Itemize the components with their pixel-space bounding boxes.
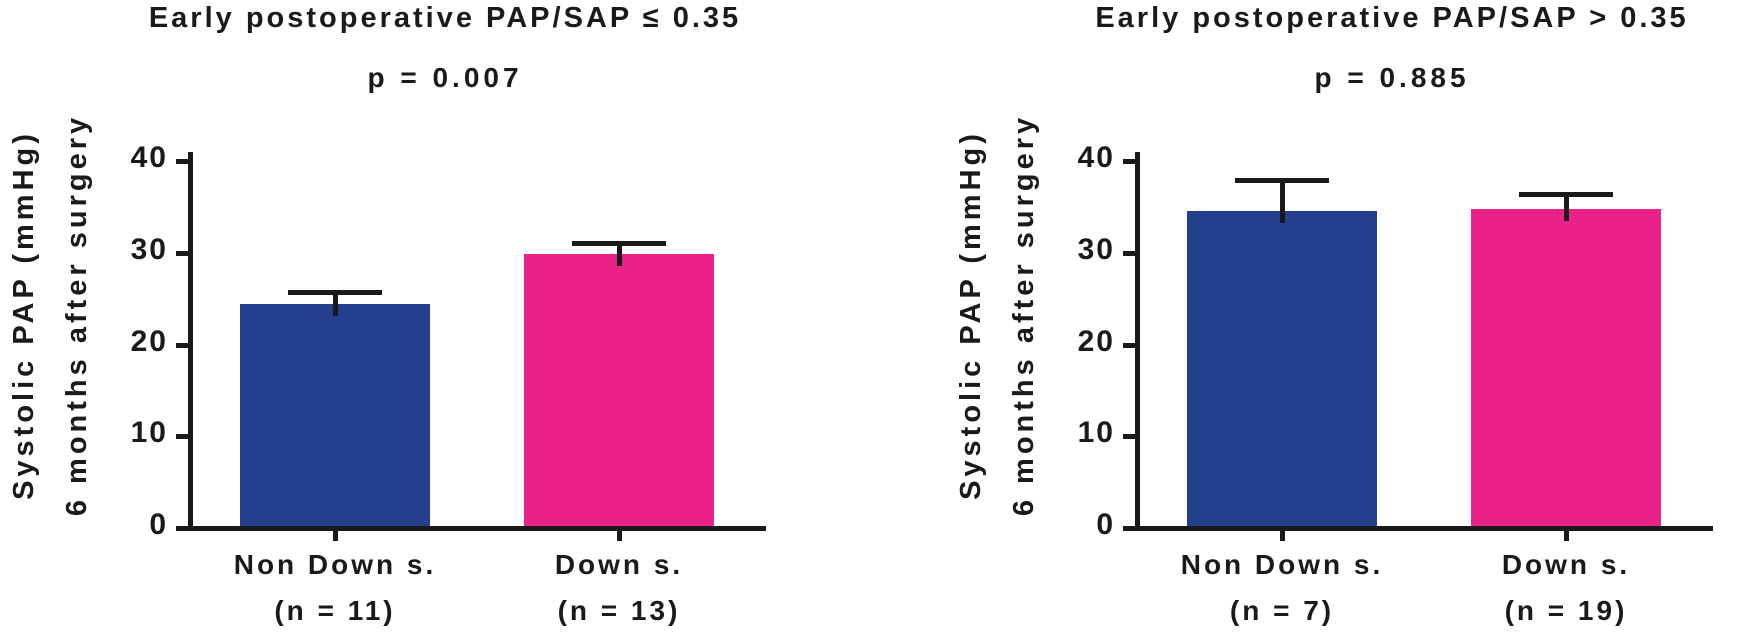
y-tick-mark bbox=[1123, 526, 1136, 531]
sample-size-label: (n = 11) bbox=[274, 595, 396, 626]
error-bar-cap bbox=[1519, 192, 1613, 197]
p-value-label: p = 0.885 bbox=[1314, 62, 1470, 93]
y-tick-mark bbox=[1123, 251, 1136, 256]
chart-title: Early postoperative PAP/SAP ≤ 0.35 bbox=[148, 2, 742, 34]
chart-pap-sap-low: Early postoperative PAP/SAP ≤ 0.35 p = 0… bbox=[0, 0, 800, 633]
y-axis-line bbox=[188, 152, 193, 531]
x-tick-mark bbox=[617, 531, 622, 541]
y-tick-label: 0 bbox=[149, 508, 168, 541]
bar-non-down bbox=[1187, 211, 1377, 526]
x-axis-line bbox=[180, 526, 766, 531]
y-tick-mark bbox=[176, 343, 189, 348]
y-tick-mark bbox=[176, 159, 189, 164]
y-tick-mark bbox=[176, 251, 189, 256]
y-tick-label: 0 bbox=[1096, 508, 1115, 541]
x-tick-mark bbox=[333, 531, 338, 541]
y-tick-label: 30 bbox=[1077, 233, 1115, 266]
bar-down bbox=[1471, 209, 1661, 526]
y-axis-line bbox=[1135, 152, 1140, 531]
y-tick-mark bbox=[176, 526, 189, 531]
category-label: Down s. bbox=[554, 549, 684, 580]
y-tick-mark bbox=[176, 434, 189, 439]
y-axis-label-line1: Systolic PAP (mmHg) bbox=[955, 130, 987, 500]
category-label: Down s. bbox=[1501, 549, 1631, 580]
x-axis-line bbox=[1127, 526, 1713, 531]
y-tick-label: 30 bbox=[130, 233, 168, 266]
y-tick-label: 40 bbox=[130, 141, 168, 174]
chart-title: Early postoperative PAP/SAP > 0.35 bbox=[1095, 2, 1689, 34]
category-label: Non Down s. bbox=[1180, 549, 1384, 580]
bar-non-down bbox=[240, 304, 430, 526]
y-tick-label: 40 bbox=[1077, 141, 1115, 174]
p-value-label: p = 0.007 bbox=[367, 62, 523, 93]
x-tick-mark bbox=[1280, 531, 1285, 541]
y-tick-label: 20 bbox=[1077, 325, 1115, 358]
bar-down bbox=[524, 254, 714, 526]
chart-pap-sap-high: Early postoperative PAP/SAP > 0.35 p = 0… bbox=[947, 0, 1747, 633]
category-label: Non Down s. bbox=[233, 549, 437, 580]
error-bar-line bbox=[617, 243, 622, 266]
y-tick-label: 10 bbox=[130, 416, 168, 449]
error-bar-line bbox=[1564, 194, 1569, 221]
error-bar-line bbox=[333, 292, 338, 316]
x-tick-mark bbox=[1564, 531, 1569, 541]
error-bar-line bbox=[1280, 180, 1285, 223]
y-tick-mark bbox=[1123, 343, 1136, 348]
sample-size-label: (n = 13) bbox=[557, 595, 681, 626]
y-axis-label-line1: Systolic PAP (mmHg) bbox=[8, 130, 40, 500]
sample-size-label: (n = 7) bbox=[1229, 595, 1335, 626]
error-bar-cap bbox=[288, 290, 382, 295]
y-tick-mark bbox=[1123, 434, 1136, 439]
error-bar-cap bbox=[1235, 178, 1329, 183]
y-tick-label: 20 bbox=[130, 325, 168, 358]
y-tick-mark bbox=[1123, 159, 1136, 164]
y-tick-label: 10 bbox=[1077, 416, 1115, 449]
error-bar-cap bbox=[572, 241, 666, 246]
sample-size-label: (n = 19) bbox=[1504, 595, 1628, 626]
